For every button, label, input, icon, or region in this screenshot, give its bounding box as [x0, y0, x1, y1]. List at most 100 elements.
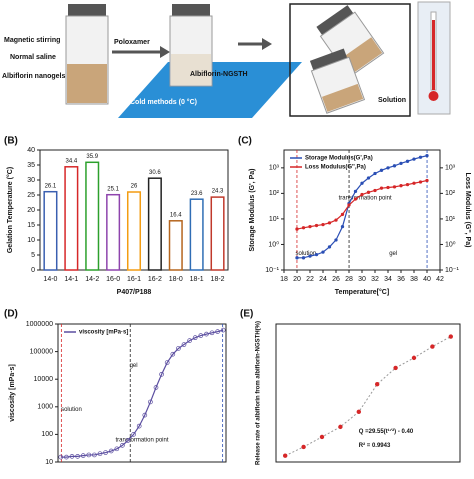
- schematic-label: Magnetic stirring: [4, 37, 60, 44]
- y-tick-label: 100: [41, 431, 53, 438]
- point: [405, 159, 410, 163]
- y-axis-label: Release rate of albiflorin from albiflor…: [256, 321, 262, 465]
- arrow-head: [160, 46, 170, 58]
- point: [412, 157, 416, 161]
- legend-label: Loss Modulus(G'',Pa): [305, 165, 366, 171]
- annotation: solution: [295, 251, 316, 257]
- x-tick-label: 14-1: [64, 276, 78, 283]
- annotation: solution: [61, 407, 82, 413]
- bar: [85, 161, 100, 271]
- point: [92, 452, 97, 458]
- x-tick-label: 16-2: [148, 276, 162, 283]
- point: [448, 334, 453, 339]
- annotation: gel: [389, 251, 397, 257]
- point: [340, 224, 345, 229]
- point: [170, 351, 176, 357]
- y-tick-label: 100000: [30, 348, 53, 355]
- y-axis-label: Storage Modulus (G', Pa): [249, 169, 256, 252]
- point: [430, 344, 435, 349]
- point: [301, 226, 306, 230]
- y-axis-label: viscosity [mPa·s]: [9, 364, 16, 422]
- plot-frame: [275, 323, 461, 463]
- y-tick-label: 10: [45, 459, 53, 466]
- x-tick-label: 14-0: [43, 276, 57, 283]
- y2-tick-label: 10¹: [445, 216, 456, 223]
- point: [153, 385, 159, 390]
- annotation: R² = 0.9943: [359, 442, 391, 449]
- legend-label: viscosity [mPa·s]: [79, 330, 128, 336]
- x-tick-label: 24: [319, 276, 327, 283]
- x-tick-label: 36: [397, 276, 405, 283]
- y-tick-label: 25: [27, 192, 35, 199]
- value-label: 24.3: [212, 189, 224, 195]
- schematic-label: Cold methods (0 °C): [130, 98, 197, 106]
- point: [120, 443, 125, 448]
- point: [334, 218, 338, 222]
- x-tick-label: 42: [436, 276, 444, 283]
- value-label: 26: [131, 184, 138, 190]
- value-label: 23.6: [191, 191, 203, 197]
- y-tick-label: 0: [31, 267, 35, 274]
- point: [353, 197, 358, 201]
- point: [360, 192, 364, 197]
- point: [425, 154, 429, 158]
- legend-label: Storage Modulus(G',Pa): [305, 156, 373, 162]
- point: [392, 185, 397, 189]
- y-axis-label: Gelation Temperature (°C): [6, 167, 14, 253]
- y-tick-label: 40: [27, 147, 35, 154]
- point: [327, 245, 332, 249]
- y-tick-label: 10³: [269, 165, 280, 172]
- point: [192, 335, 198, 341]
- point: [58, 454, 64, 460]
- point: [64, 454, 69, 460]
- point: [148, 399, 153, 405]
- point: [295, 256, 299, 260]
- point: [131, 432, 136, 437]
- point: [379, 186, 384, 190]
- y2-tick-label: 10³: [445, 165, 456, 172]
- point: [283, 453, 288, 458]
- point: [301, 444, 306, 450]
- point: [412, 181, 416, 185]
- y-tick-label: 10¹: [269, 216, 280, 223]
- cold-plate: [118, 62, 302, 118]
- point: [334, 238, 338, 242]
- plot-frame: [57, 323, 227, 463]
- point: [399, 184, 403, 188]
- x-axis-label: P407/P188: [117, 289, 152, 296]
- point: [314, 252, 319, 257]
- x-tick-label: 22: [306, 276, 314, 283]
- x-tick-label: 18-1: [190, 276, 204, 283]
- point: [356, 409, 361, 415]
- y-tick-label: 5: [31, 252, 35, 259]
- fit-line: [284, 336, 452, 457]
- y-tick-label: 10⁻¹: [265, 267, 279, 274]
- point: [164, 360, 170, 365]
- x-tick-label: 14-2: [85, 276, 99, 283]
- point: [159, 371, 164, 377]
- point: [321, 222, 325, 227]
- schematic-label: Albiflorin nanogels: [2, 73, 65, 80]
- panel-label: (B): [4, 136, 18, 147]
- bar: [210, 196, 225, 271]
- annotation: gel: [130, 363, 138, 369]
- point: [319, 434, 325, 440]
- point: [405, 182, 410, 187]
- annotation: transformation point: [115, 437, 168, 443]
- point: [347, 203, 351, 207]
- x-tick-label: 18: [280, 276, 288, 283]
- arrow-head: [262, 38, 272, 50]
- y2-tick-label: 10²: [445, 190, 456, 197]
- annotation: transformation point: [339, 196, 392, 202]
- point: [136, 423, 142, 429]
- bar: [64, 166, 79, 271]
- series-line: [296, 179, 428, 230]
- y-tick-label: 1000000: [26, 321, 53, 328]
- value-label: 26.1: [45, 183, 57, 189]
- value-label: 30.6: [149, 170, 161, 176]
- point: [411, 355, 417, 361]
- point: [379, 168, 384, 172]
- x-tick-label: 18-0: [169, 276, 183, 283]
- point: [176, 346, 181, 351]
